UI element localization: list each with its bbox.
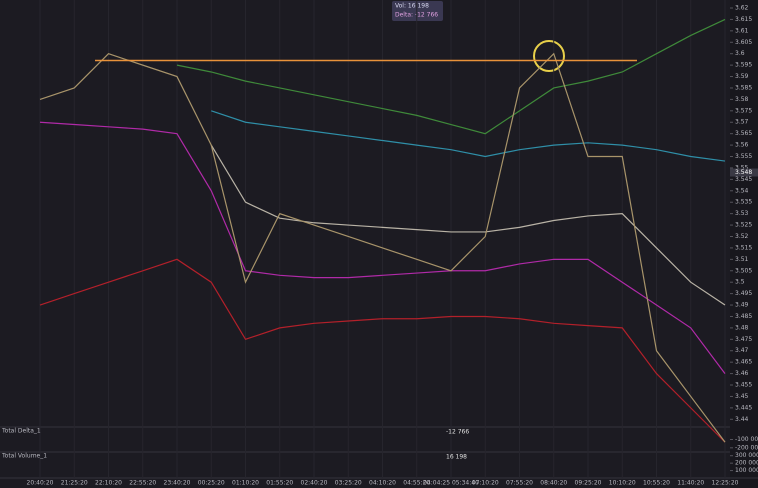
y-tick-label: 3.465 xyxy=(735,359,752,366)
price-line xyxy=(39,258,726,443)
x-tick-label: 22:10:20 xyxy=(95,480,122,487)
y-tick-label: 3.525 xyxy=(735,222,752,229)
x-tick-label: 20:40:20 xyxy=(27,480,54,487)
info-box xyxy=(392,1,443,21)
y-tick-label: 3.45 xyxy=(735,393,749,400)
x-tick-label: 07:10:20 xyxy=(472,480,499,487)
panel-value: -12 766 xyxy=(446,429,469,436)
y-tick-label: 3.56 xyxy=(735,142,749,149)
y-tick-label: 3.5 xyxy=(735,279,745,286)
panel-value: 16 198 xyxy=(446,454,467,461)
y-tick-label: 3.445 xyxy=(735,404,752,411)
y-tick-label: 3.545 xyxy=(735,176,752,183)
y-tick-label: 3.51 xyxy=(735,256,749,263)
panel-tick-label: -200 000 xyxy=(735,444,758,451)
y-tick-label: 3.54 xyxy=(735,187,749,194)
x-tick-label: 12:25:20 xyxy=(712,480,739,487)
x-tick-label: 10:10:20 xyxy=(609,480,636,487)
y-tick-label: 3.49 xyxy=(735,302,749,309)
x-tick-label: 10:55:20 xyxy=(643,480,670,487)
x-tick-label: 03:25:20 xyxy=(335,480,362,487)
x-tick-label: 09:25:20 xyxy=(575,480,602,487)
y-tick-label: 3.6 xyxy=(735,50,745,57)
y-tick-label: 3.47 xyxy=(735,347,749,354)
x-tick-label: 11:40:20 xyxy=(677,480,704,487)
y-tick-label: 3.455 xyxy=(735,382,752,389)
price-line xyxy=(211,110,726,162)
x-tick-label: 21:25:20 xyxy=(61,480,88,487)
x-tick-label: 07:55:20 xyxy=(506,480,533,487)
y-tick-label: 3.58 xyxy=(735,96,749,103)
y-tick-label: 3.55 xyxy=(735,164,749,171)
x-tick-label: 01:55:20 xyxy=(266,480,293,487)
price-line xyxy=(39,52,726,443)
info-vol: Vol: 16 198 xyxy=(395,3,429,10)
y-tick-label: 3.57 xyxy=(735,119,749,126)
y-tick-label: 3.44 xyxy=(735,416,749,423)
y-tick-label: 3.575 xyxy=(735,107,752,114)
x-tick-label: 02:40:20 xyxy=(301,480,328,487)
y-tick-label: 3.555 xyxy=(735,153,752,160)
y-tick-label: 3.485 xyxy=(735,313,752,320)
last-price-label: 3.548 xyxy=(735,169,752,176)
x-tick-label: 22:55:20 xyxy=(129,480,156,487)
y-tick-label: 3.535 xyxy=(735,199,752,206)
y-tick-label: 3.605 xyxy=(735,39,752,46)
y-tick-label: 3.61 xyxy=(735,27,749,34)
y-tick-label: 3.46 xyxy=(735,370,749,377)
x-tick-label: 04:10:20 xyxy=(369,480,396,487)
y-tick-label: 3.48 xyxy=(735,324,749,331)
panel-tick-label: 300 000 xyxy=(735,452,758,459)
x-tick-label: 08:40:20 xyxy=(540,480,567,487)
panel-label: Total Delta_1 xyxy=(1,428,41,435)
y-tick-label: 3.585 xyxy=(735,84,752,91)
y-tick-label: 3.515 xyxy=(735,244,752,251)
y-tick-label: 3.505 xyxy=(735,267,752,274)
price-line xyxy=(39,121,726,374)
y-tick-label: 3.495 xyxy=(735,290,752,297)
y-tick-label: 3.565 xyxy=(735,130,752,137)
price-line xyxy=(210,144,726,306)
x-tick-label: 23:40:20 xyxy=(164,480,191,487)
x-tick-label: 00:25:20 xyxy=(198,480,225,487)
y-tick-label: 3.475 xyxy=(735,336,752,343)
x-tick-label: 01:10:20 xyxy=(232,480,259,487)
y-tick-label: 3.595 xyxy=(735,62,752,69)
y-tick-label: 3.62 xyxy=(735,4,749,11)
y-tick-label: 3.52 xyxy=(735,233,749,240)
panel-tick-label: 200 000 xyxy=(735,460,758,467)
highlight-circle xyxy=(533,40,565,72)
price-axis xyxy=(730,0,758,488)
panel-tick-label: -100 000 xyxy=(735,436,758,443)
y-tick-label: 3.53 xyxy=(735,210,749,217)
x-tick-label: 04:04:25 05:34:40 xyxy=(423,480,479,487)
x-tick-label: 04:55:20 xyxy=(403,480,430,487)
y-tick-label: 3.59 xyxy=(735,73,749,80)
panel-label: Total Volume_1 xyxy=(1,453,47,460)
y-tick-label: 3.615 xyxy=(735,16,752,23)
price-line xyxy=(176,18,726,135)
last-price-box xyxy=(730,168,758,177)
panel-tick-label: 100 000 xyxy=(735,467,758,474)
